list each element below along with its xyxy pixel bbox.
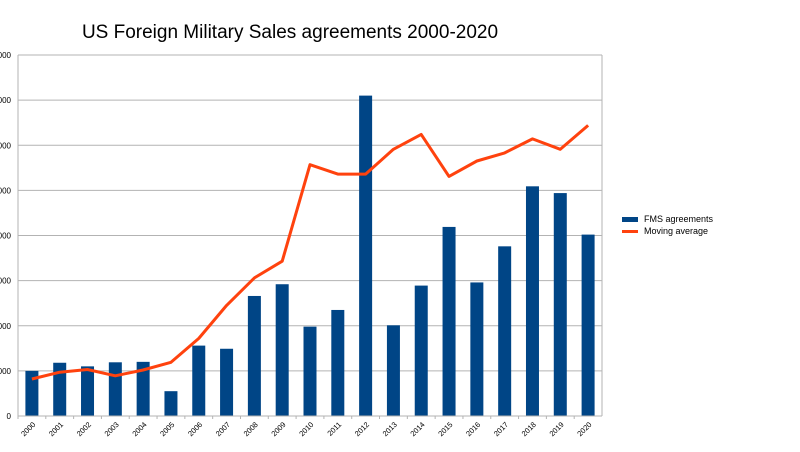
x-tick-label: 2004 — [130, 420, 148, 438]
bar-fms-2020 — [581, 234, 595, 416]
y-tick-label: 000 — [0, 186, 12, 195]
y-tick-label: 000 — [0, 51, 12, 60]
chart-title: US Foreign Military Sales agreements 200… — [81, 22, 499, 43]
legend-item-fms: FMS agreements — [622, 213, 713, 225]
bar-fms-2012 — [359, 95, 373, 417]
bar-fms-2008 — [247, 295, 261, 416]
x-tick-label: 2012 — [353, 420, 371, 438]
bar-fms-2017 — [498, 246, 512, 416]
legend-swatch-moving-average — [622, 229, 638, 233]
x-tick-label: 2013 — [381, 420, 399, 438]
y-tick-label: 000 — [0, 141, 12, 150]
x-tick-label: 2008 — [242, 420, 260, 438]
x-tick-label: 2017 — [492, 420, 510, 438]
y-tick-label: 000 — [0, 232, 12, 241]
x-tick-label: 2018 — [520, 420, 538, 438]
x-tick-label: 2007 — [214, 420, 232, 438]
bar-fms-2015 — [442, 226, 456, 416]
legend: FMS agreements Moving average — [622, 213, 713, 237]
bar-fms-2002 — [81, 366, 95, 416]
x-tick-label: 2020 — [575, 420, 593, 438]
bar-fms-2004 — [136, 361, 150, 416]
x-tick-label: 2002 — [75, 420, 93, 438]
x-tick-label: 2011 — [325, 420, 343, 438]
x-tick-label: 2015 — [436, 420, 454, 438]
legend-swatch-fms — [622, 216, 638, 222]
x-tick-label: 2006 — [186, 420, 204, 438]
x-tick-label: 2005 — [158, 420, 176, 438]
y-tick-label: 000 — [0, 322, 12, 331]
bar-fms-2003 — [108, 362, 122, 416]
bar-fms-2011 — [331, 309, 345, 416]
bar-fms-2007 — [220, 348, 234, 416]
legend-item-moving-average: Moving average — [622, 225, 713, 237]
y-tick-label: 000 — [0, 277, 12, 286]
legend-label-moving-average: Moving average — [644, 226, 709, 236]
bar-fms-2018 — [525, 186, 539, 416]
bar-fms-2013 — [386, 325, 400, 416]
x-tick-label: 2014 — [408, 420, 426, 438]
bar-fms-2014 — [414, 285, 428, 416]
y-tick-label: 000 — [0, 96, 12, 105]
x-tick-label: 2016 — [464, 420, 482, 438]
x-tick-label: 2003 — [103, 420, 121, 438]
x-tick-label: 2019 — [548, 420, 566, 438]
bar-fms-2006 — [192, 345, 206, 416]
x-tick-label: 2001 — [47, 420, 65, 438]
x-tick-label: 2000 — [19, 420, 37, 438]
bar-fms-2016 — [470, 282, 484, 416]
bar-fms-2010 — [303, 326, 317, 416]
bar-fms-2000 — [25, 370, 39, 416]
y-tick-label: 0 — [7, 412, 12, 421]
x-tick-label: 2009 — [269, 420, 287, 438]
bar-fms-2001 — [53, 362, 67, 416]
bar-fms-2019 — [553, 193, 567, 416]
x-tick-label: 2010 — [297, 420, 315, 438]
legend-label-fms: FMS agreements — [644, 214, 714, 224]
y-tick-label: 000 — [0, 367, 12, 376]
bar-fms-2005 — [164, 391, 178, 416]
bar-fms-2009 — [275, 284, 289, 416]
